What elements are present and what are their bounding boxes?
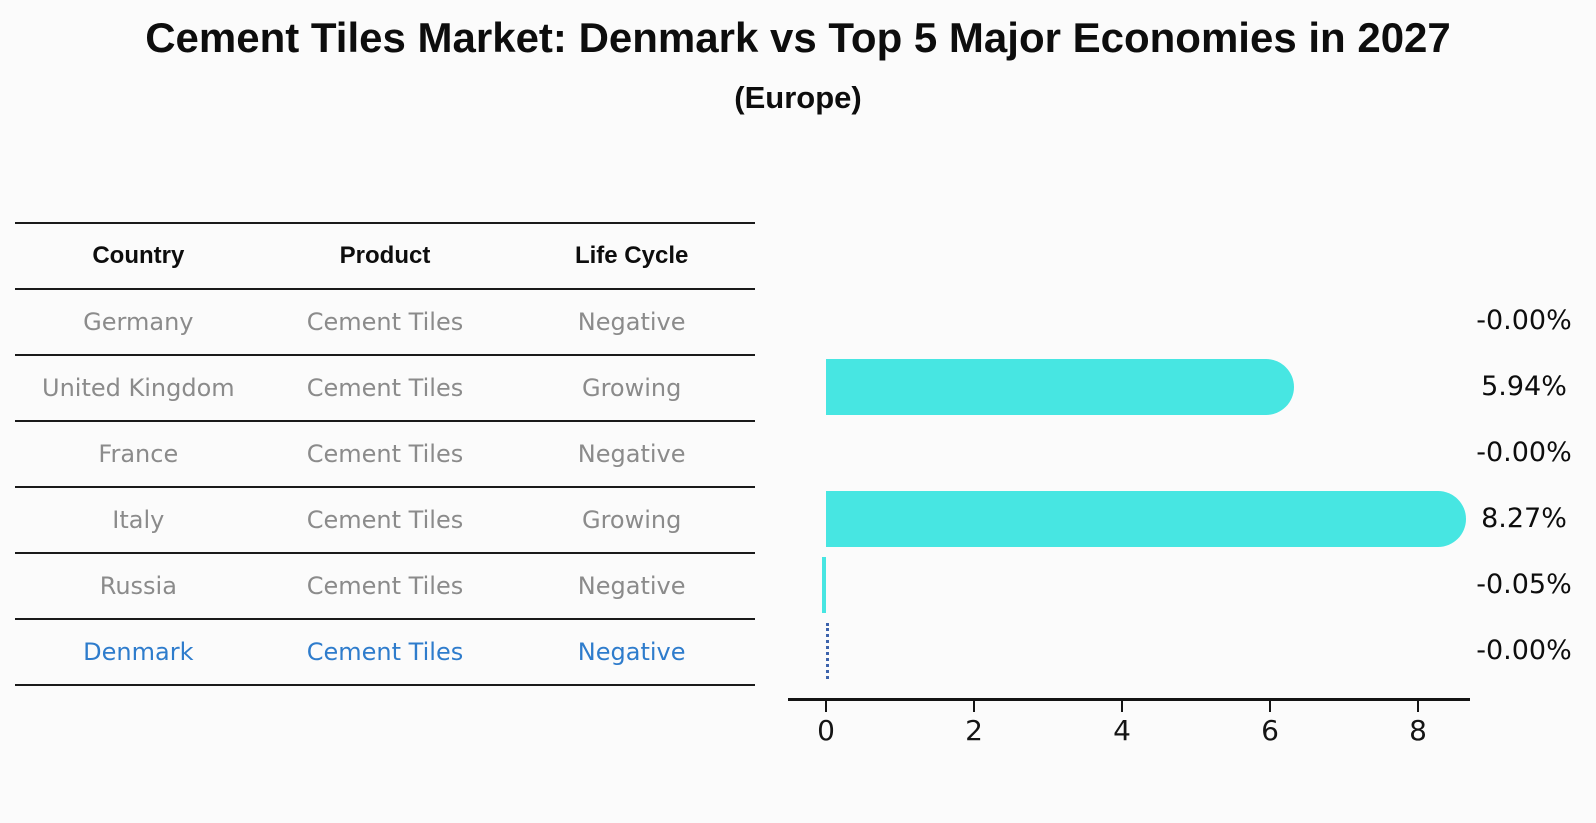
column-header-country: Country xyxy=(92,242,185,269)
table-body: Germany Cement Tiles Negative United Kingdo… xyxy=(15,290,755,686)
table-cell-life-cycle: Negative xyxy=(577,308,686,336)
table-cell-product: Cement Tiles xyxy=(306,440,464,468)
bar-value-label: -0.05% xyxy=(1476,569,1572,600)
chart-subtitle: (Europe) xyxy=(734,80,862,115)
x-axis-tick-mark xyxy=(1121,701,1123,712)
chart-title: Cement Tiles Market: Denmark vs Top 5 Ma… xyxy=(145,14,1451,61)
x-axis-tick-label: 8 xyxy=(1409,714,1427,747)
table-cell-life-cycle: Negative xyxy=(577,572,686,600)
bar-united-kingdom xyxy=(826,359,1294,415)
x-axis-tick-label: 6 xyxy=(1261,714,1279,747)
table-cell-country: Russia xyxy=(99,572,177,600)
x-axis-tick-mark xyxy=(1417,701,1419,712)
table-cell-product: Cement Tiles xyxy=(306,638,464,666)
table-cell-product: Cement Tiles xyxy=(306,572,464,600)
table-row: France Cement Tiles Negative xyxy=(15,422,755,488)
table-cell-product: Cement Tiles xyxy=(306,374,464,402)
x-axis-tick-mark xyxy=(825,701,827,712)
table-cell-country: United Kingdom xyxy=(42,374,235,402)
table-row: Denmark Cement Tiles Negative xyxy=(15,620,755,686)
column-header-product: Product xyxy=(339,242,431,269)
bar-italy xyxy=(826,491,1466,547)
table-row: Italy Cement Tiles Growing xyxy=(15,488,755,554)
table-row: Germany Cement Tiles Negative xyxy=(15,290,755,356)
table-row: United Kingdom Cement Tiles Growing xyxy=(15,356,755,422)
table-cell-life-cycle: Negative xyxy=(577,638,686,666)
bar-value-label: -0.00% xyxy=(1476,437,1572,468)
table-header-row: Country Product Life Cycle xyxy=(15,224,755,290)
table-cell-product: Cement Tiles xyxy=(306,506,464,534)
x-axis-line xyxy=(788,698,1470,701)
bar-value-label: -0.00% xyxy=(1476,305,1572,336)
column-header-life-cycle: Life Cycle xyxy=(574,242,689,269)
comparison-table: Country Product Life Cycle Germany Cement… xyxy=(15,222,755,686)
bar-value-label: 5.94% xyxy=(1481,371,1567,402)
table-cell-country: France xyxy=(98,440,179,468)
table-cell-life-cycle: Growing xyxy=(581,506,682,534)
x-axis-tick-mark xyxy=(973,701,975,712)
x-axis-tick-label: 0 xyxy=(817,714,835,747)
bar-value-label: 8.27% xyxy=(1481,503,1567,534)
x-axis-tick-label: 2 xyxy=(965,714,983,747)
highlight-zero-marker-line xyxy=(826,623,829,679)
table-cell-life-cycle: Growing xyxy=(581,374,682,402)
bar-russia xyxy=(822,557,826,613)
table-cell-product: Cement Tiles xyxy=(306,308,464,336)
table-cell-country: Denmark xyxy=(83,638,194,666)
table-cell-country: Italy xyxy=(112,506,165,534)
x-axis-tick-mark xyxy=(1269,701,1271,712)
table-cell-life-cycle: Negative xyxy=(577,440,686,468)
bar-value-label: -0.00% xyxy=(1476,635,1572,666)
table-row: Russia Cement Tiles Negative xyxy=(15,554,755,620)
x-axis-tick-label: 4 xyxy=(1113,714,1131,747)
table-cell-country: Germany xyxy=(83,308,194,336)
bar-chart-plot-area: -0.00% 5.94% -0.00% 8.27% -0.05% -0.00% 0 2 4 6 8 xyxy=(788,288,1596,778)
